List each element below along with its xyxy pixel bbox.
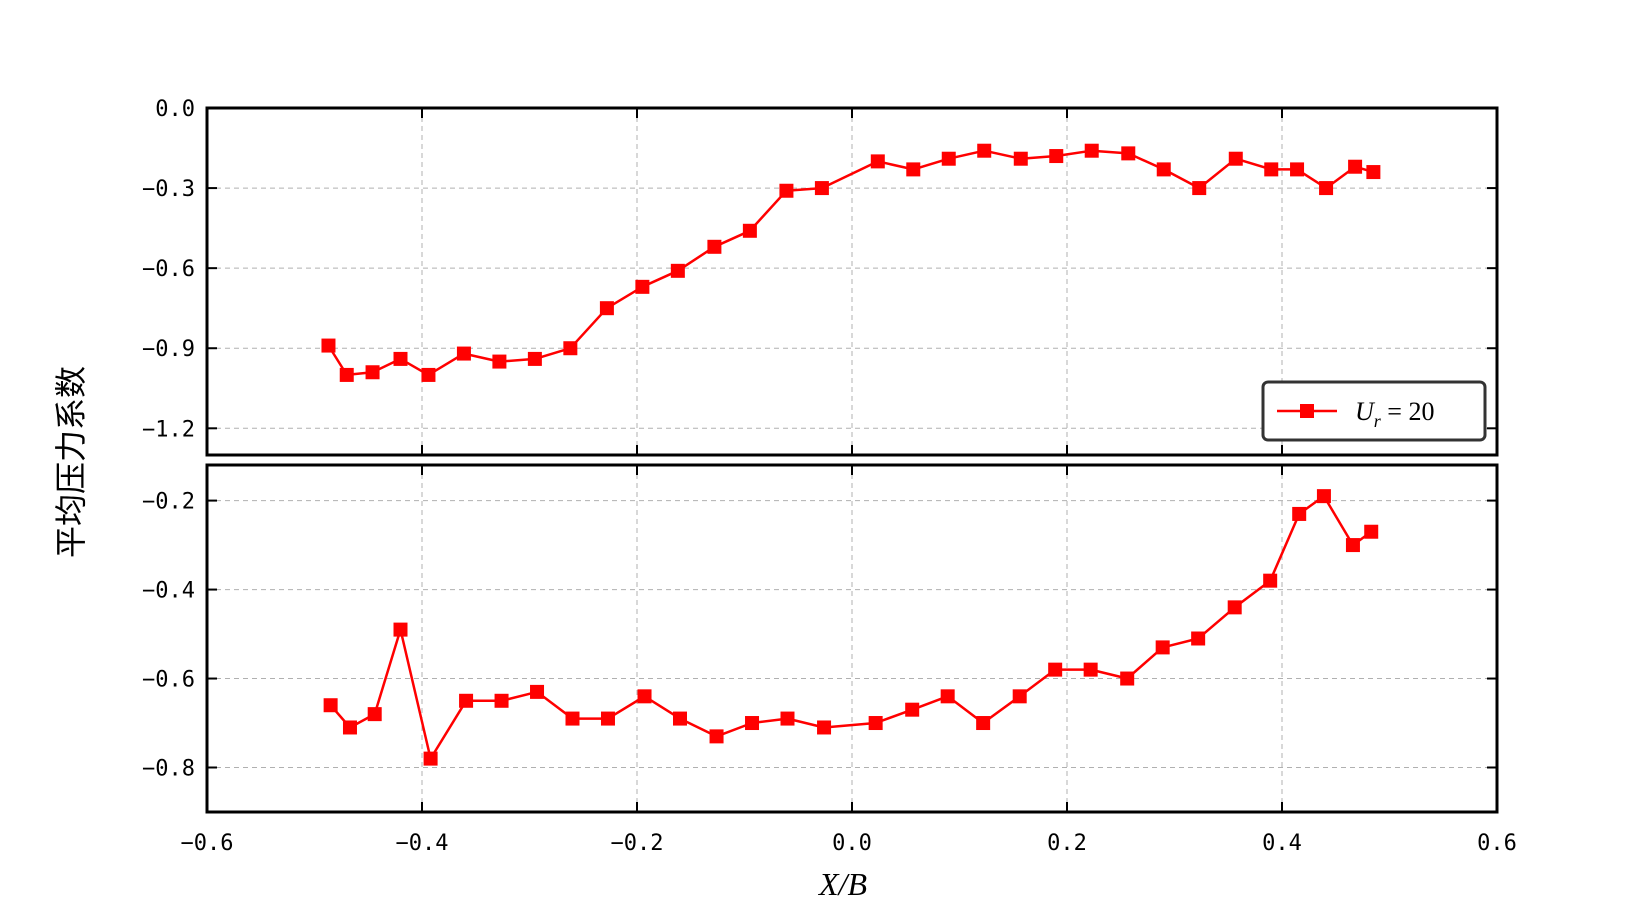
plot-frame <box>205 463 1499 814</box>
series-line <box>327 149 1374 377</box>
data-point <box>1120 671 1135 686</box>
data-point <box>1263 573 1278 588</box>
x-axis-title: X/B <box>817 866 867 902</box>
data-point <box>1366 165 1381 180</box>
data-point <box>421 367 436 382</box>
data-point <box>459 693 474 708</box>
y-axis-title: 平均压力系数 <box>52 366 90 558</box>
data-point <box>492 354 507 369</box>
data-point <box>673 711 687 726</box>
data-point <box>1013 151 1028 166</box>
bottom-panel: −0.2 −0.4 −0.6 −0.8 −0.6 −0.4 −0.2 0.0 0.2 0.4 0.6 <box>142 463 1517 856</box>
data-point <box>367 707 382 722</box>
top-panel: 0.0 −0.3 −0.6 −0.9 −1.2 Ur = 20 <box>142 97 1499 457</box>
x-tick-label: 0.0 <box>832 831 872 856</box>
data-point <box>393 622 408 637</box>
x-tick-label: −0.4 <box>396 831 449 856</box>
data-point <box>600 711 615 726</box>
x-tick-label: −0.6 <box>181 831 234 856</box>
data-point <box>780 711 795 726</box>
data-point <box>941 151 956 166</box>
data-point <box>423 751 438 766</box>
data-point <box>1048 662 1063 677</box>
data-point <box>1316 489 1331 504</box>
data-point <box>1345 538 1360 553</box>
x-tick-label: −0.2 <box>611 831 664 856</box>
legend-box <box>1261 380 1487 442</box>
data-point <box>1083 662 1098 677</box>
y-tick-label: −0.4 <box>142 579 195 604</box>
data-point <box>635 279 650 294</box>
data-point <box>976 716 991 731</box>
data-point <box>563 341 578 356</box>
legend-marker <box>1300 404 1314 418</box>
data-point <box>1348 159 1363 174</box>
data-point <box>1191 631 1206 646</box>
x-tick-label: 0.4 <box>1262 831 1302 856</box>
data-point <box>745 716 760 731</box>
data-point <box>1121 146 1136 161</box>
data-point <box>494 693 509 708</box>
y-tick-label: 0.0 <box>155 97 195 122</box>
data-point <box>1290 162 1305 177</box>
plot-frame <box>205 106 1499 457</box>
x-tick-label: 0.2 <box>1047 831 1087 856</box>
data-point <box>393 351 408 366</box>
data-point <box>365 365 380 380</box>
data-point <box>342 720 357 735</box>
y-tick-label: −0.2 <box>142 490 195 515</box>
series-line <box>329 494 1372 760</box>
data-point <box>1192 181 1207 196</box>
legend-label-main: U <box>1355 397 1376 426</box>
data-point <box>707 239 722 254</box>
data-point <box>456 346 471 361</box>
data-point <box>1228 151 1243 166</box>
data-point <box>527 351 542 366</box>
data-point <box>1227 600 1242 615</box>
data-point <box>670 263 685 278</box>
legend-label: Ur = 20 <box>1355 397 1434 431</box>
data-point <box>321 338 336 353</box>
legend-label-rest: = 20 <box>1381 397 1435 426</box>
y-tick-label: −0.6 <box>142 257 195 282</box>
data-point <box>817 720 832 735</box>
data-point <box>530 684 545 699</box>
data-point <box>599 301 614 316</box>
y-tick-label: −0.3 <box>142 177 195 202</box>
y-tick-label: −0.8 <box>142 757 195 782</box>
data-point <box>1156 162 1171 177</box>
data-point <box>814 181 829 196</box>
data-point <box>868 716 883 731</box>
data-point <box>1084 143 1099 158</box>
y-tick-label: −0.9 <box>142 337 195 362</box>
data-point <box>1049 149 1064 164</box>
data-point <box>1012 689 1027 704</box>
data-point <box>339 367 354 382</box>
legend: Ur = 20 <box>1261 380 1487 442</box>
data-point <box>1364 524 1379 539</box>
data-point <box>709 729 724 744</box>
data-point <box>870 154 885 169</box>
data-point <box>906 162 921 177</box>
data-point <box>905 702 920 717</box>
y-tick-label: −1.2 <box>142 417 195 442</box>
data-point <box>1292 506 1307 521</box>
y-tick-label: −0.6 <box>142 668 195 693</box>
data-point <box>565 711 580 726</box>
data-point <box>1319 181 1334 196</box>
data-point <box>1155 640 1170 655</box>
x-tick-label: 0.6 <box>1477 831 1517 856</box>
data-point <box>742 223 757 238</box>
legend-label-sub: r <box>1374 411 1382 431</box>
data-point <box>323 698 338 713</box>
data-point <box>779 183 794 198</box>
data-point <box>1264 162 1279 177</box>
data-point <box>977 143 992 158</box>
data-point <box>940 689 955 704</box>
data-point <box>637 689 652 704</box>
